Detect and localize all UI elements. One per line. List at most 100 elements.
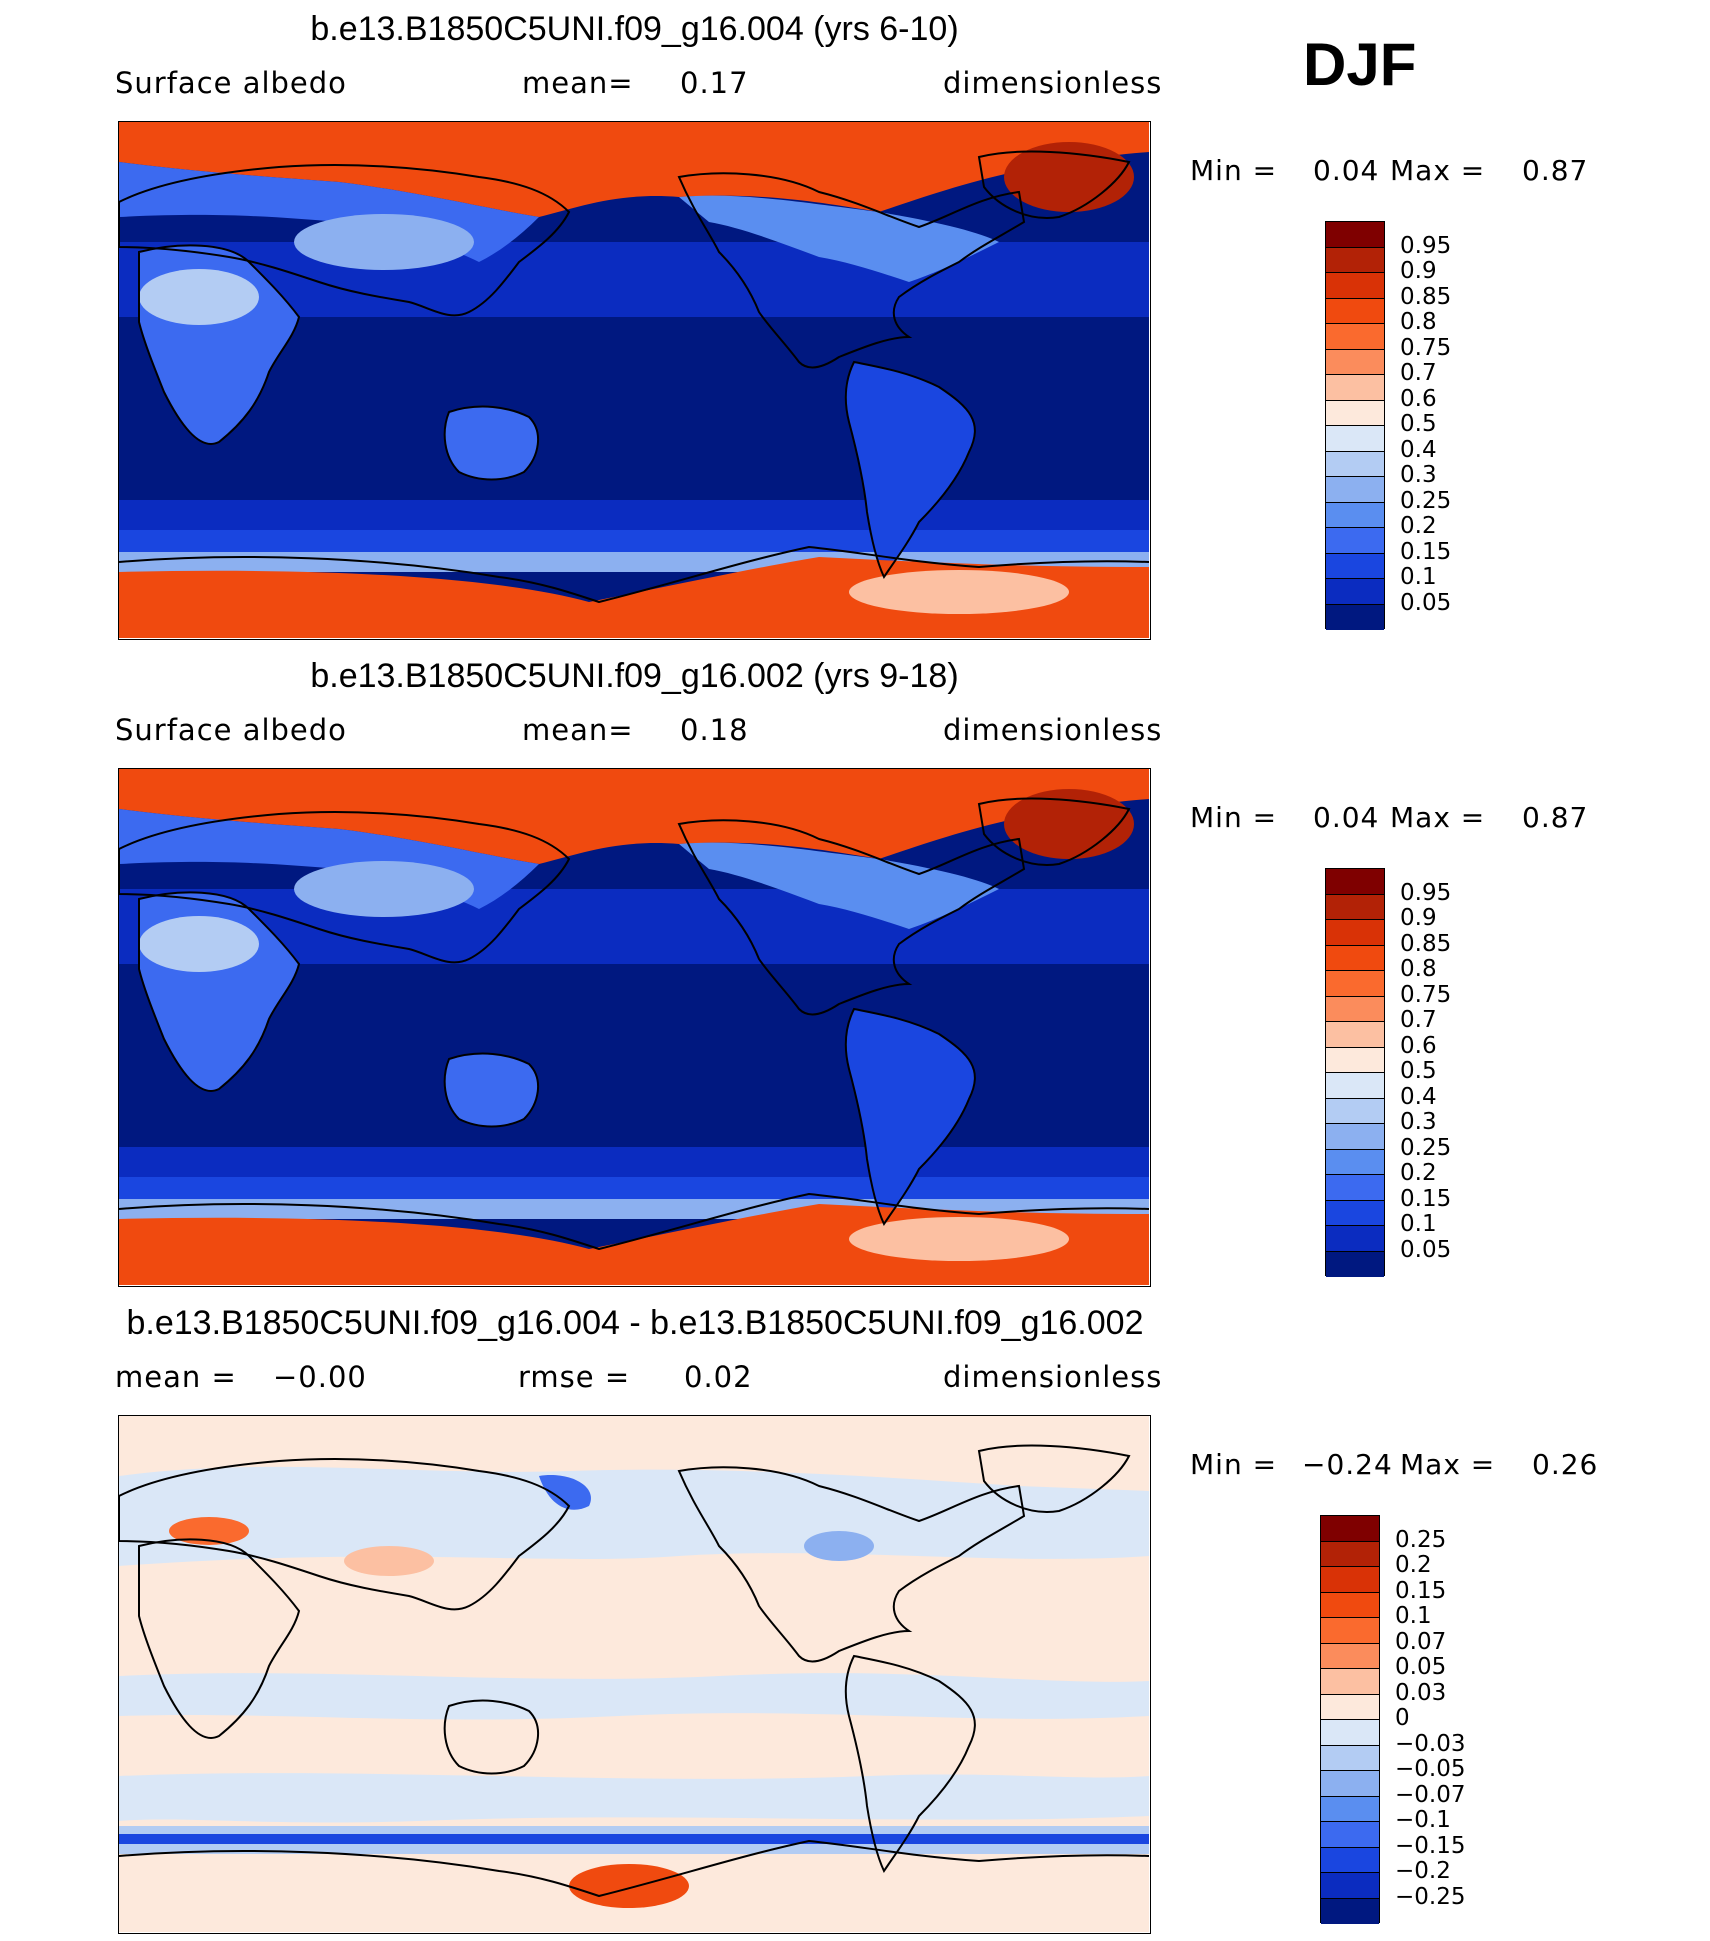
colorbar-tick-label: 0.25	[1395, 1526, 1447, 1553]
colorbar-swatch	[1321, 1567, 1379, 1593]
colorbar-swatch	[1326, 477, 1384, 503]
coast-antarctica	[119, 1839, 1149, 1898]
colorbar-tick-label: 0.15	[1395, 1577, 1447, 1604]
colorbar-tick-label: 0.25	[1400, 1134, 1452, 1161]
colorbar-tick-label: 0.9	[1400, 905, 1437, 931]
colorbar-swatch	[1326, 502, 1384, 528]
panel-1-min-label: Min =	[1190, 154, 1278, 187]
colorbar-swatch	[1326, 1124, 1384, 1150]
panel-3-mean-value: −0.00	[273, 1360, 367, 1394]
panel-2-max-label: Max =	[1390, 801, 1486, 834]
southern-ocean-band-2	[119, 1177, 1149, 1199]
colorbar-swatch	[1321, 1745, 1379, 1771]
colorbar-tick-label: 0.8	[1400, 309, 1437, 335]
season-label: DJF	[1303, 31, 1417, 98]
panel-1-variable: Surface albedo	[115, 66, 347, 100]
colorbar-swatch	[1321, 1822, 1379, 1848]
panel-3-colorbar-labels: 0.25 0.2 0.15 0.1 0.07 0.05 0.03 0 −0.03 −0.05 −0.…	[1395, 1515, 1495, 1923]
diff-tropics-band	[119, 1673, 1149, 1720]
colorbar-swatch	[1321, 1771, 1379, 1797]
midlat-band-north	[119, 242, 1149, 317]
colorbar-tick-label: 0.7	[1400, 1007, 1437, 1033]
colorbar-tick-label: 0.9	[1400, 258, 1437, 284]
colorbar-tick-label: 0.2	[1395, 1552, 1432, 1578]
south-america-fill	[845, 1009, 975, 1224]
coast-south-america	[844, 1007, 976, 1227]
diff-southern-ocean-strong	[119, 1834, 1149, 1844]
colorbar-swatch	[1326, 247, 1384, 273]
coast-south-america	[844, 360, 976, 580]
colorbar-tick-label: 0.8	[1400, 956, 1437, 982]
colorbar-swatch	[1321, 1720, 1379, 1746]
coast-north-america	[677, 172, 1026, 369]
diff-asia-mixed	[344, 1546, 434, 1576]
colorbar-tick-label: 0.1	[1395, 1603, 1432, 1629]
panel-2-mean-label: mean=	[522, 713, 634, 747]
colorbar-swatch	[1326, 996, 1384, 1022]
colorbar-tick-label: −0.03	[1395, 1730, 1466, 1757]
coast-australia	[443, 1699, 540, 1775]
colorbar-tick-label: 0.5	[1400, 1058, 1437, 1084]
colorbar-swatch	[1321, 1618, 1379, 1644]
colorbar-swatch	[1326, 528, 1384, 554]
panel-2-min-value: 0.04	[1313, 801, 1380, 834]
colorbar-tick-label: −0.07	[1395, 1781, 1466, 1808]
panel-3-rmse-label: rmse =	[518, 1360, 631, 1394]
colorbar-swatch	[1321, 1669, 1379, 1695]
colorbar-tick-label: −0.05	[1395, 1756, 1466, 1782]
colorbar-swatch	[1321, 1898, 1379, 1924]
panel-3-rmse-value: 0.02	[684, 1360, 753, 1394]
colorbar-tick-label: 0.25	[1400, 487, 1452, 514]
colorbar-tick-label: 0.07	[1395, 1628, 1447, 1655]
colorbar-tick-label: 0.3	[1400, 462, 1437, 488]
panel-1-colorbar	[1325, 221, 1385, 630]
colorbar-tick-label: 0.75	[1400, 334, 1452, 361]
colorbar-tick-label: 0.15	[1400, 538, 1452, 565]
colorbar-swatch	[1326, 1175, 1384, 1201]
sahara-high	[139, 916, 259, 972]
colorbar-tick-label: 0.4	[1400, 436, 1437, 463]
coast-australia	[443, 1052, 540, 1128]
colorbar-swatch	[1326, 604, 1384, 630]
tibet-snow	[294, 861, 474, 917]
colorbar-swatch	[1326, 400, 1384, 426]
arctic-high-albedo	[119, 769, 1149, 864]
colorbar-swatch	[1321, 1541, 1379, 1567]
coast-antarctica	[119, 1192, 1149, 1251]
colorbar-swatch	[1321, 1516, 1379, 1542]
colorbar-tick-label: 0.05	[1395, 1654, 1447, 1680]
diff-europe-positive	[169, 1517, 249, 1545]
panel-1-max-value: 0.87	[1522, 154, 1589, 187]
colorbar-swatch	[1326, 451, 1384, 477]
colorbar-swatch	[1326, 579, 1384, 605]
panel-2-map	[118, 768, 1151, 1287]
colorbar-tick-label: 0.7	[1400, 360, 1437, 386]
colorbar-tick-label: 0.1	[1400, 1211, 1437, 1237]
coast-europe-asia	[119, 164, 571, 317]
colorbar-tick-label: 0.3	[1400, 1109, 1437, 1135]
colorbar-swatch	[1326, 375, 1384, 401]
panel-1-colorbar-labels: 0.95 0.9 0.85 0.8 0.75 0.7 0.6 0.5 0.4 0.3 0.25 0.2…	[1400, 221, 1490, 629]
north-america-snow	[679, 195, 999, 282]
colorbar-tick-label: 0.2	[1400, 1160, 1437, 1186]
weddell-sea-ice	[849, 1217, 1069, 1261]
panel-2-colorbar-labels: 0.95 0.9 0.85 0.8 0.75 0.7 0.6 0.5 0.4 0.3 0.25 0.2…	[1400, 868, 1490, 1276]
coast-south-america	[844, 1654, 976, 1874]
panel-1-units: dimensionless	[943, 66, 1163, 100]
coast-greenland	[977, 797, 1131, 866]
southern-ocean-band	[119, 1147, 1149, 1177]
panel-1-mean-value: 0.17	[680, 66, 749, 100]
colorbar-swatch	[1326, 1022, 1384, 1048]
colorbar-swatch	[1326, 1098, 1384, 1124]
coast-greenland	[977, 1444, 1131, 1513]
colorbar-tick-label: 0.95	[1400, 232, 1452, 259]
colorbar-swatch	[1326, 945, 1384, 971]
coast-greenland	[977, 150, 1131, 219]
panel-3-max-value: 0.26	[1532, 1448, 1599, 1481]
colorbar-tick-label: 0.05	[1400, 589, 1452, 616]
panel-2-title: b.e13.B1850C5UNI.f09_g16.002 (yrs 9-18)	[310, 657, 959, 695]
colorbar-swatch	[1321, 1796, 1379, 1822]
coast-antarctica	[119, 545, 1149, 604]
southern-ocean-band-2	[119, 530, 1149, 552]
colorbar-swatch	[1321, 1873, 1379, 1899]
